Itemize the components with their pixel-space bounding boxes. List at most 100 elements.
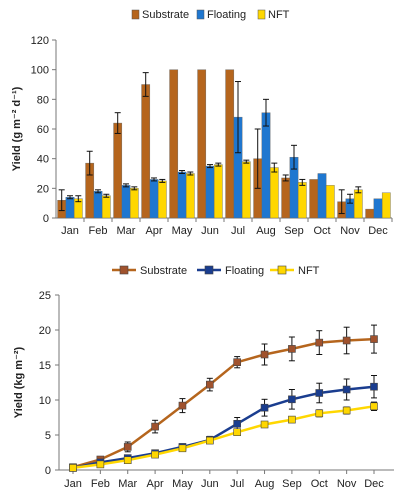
bar-substrate-mar: [113, 122, 123, 219]
bar-floating-oct: [317, 173, 327, 219]
y-tick-label: 15: [39, 360, 51, 372]
bar-floating-aug: [261, 112, 271, 219]
x-tick-label-dec: Dec: [368, 225, 388, 237]
point-floating-jul: [233, 420, 241, 428]
bar-substrate-may: [169, 69, 179, 219]
bar-nft-apr: [157, 180, 167, 219]
legend-marker-floating: [204, 265, 214, 275]
x-tick-label-sep: Sep: [282, 478, 302, 490]
y-tick-label: 40: [37, 154, 49, 166]
point-nft-feb: [96, 460, 105, 469]
x-tick-label-jun: Jun: [201, 478, 219, 490]
y-tick-label: 0: [43, 213, 49, 225]
legend-label-substrate: Substrate: [140, 265, 187, 277]
y-tick-label: 20: [39, 325, 51, 337]
bar-floating-jan: [65, 197, 75, 219]
legend-swatch-nft: [257, 9, 266, 20]
bar-substrate-dec: [365, 208, 375, 219]
x-tick-label-oct: Oct: [311, 478, 328, 490]
bar-substrate-jun: [197, 69, 207, 219]
x-tick-label-jan: Jan: [61, 225, 79, 237]
x-tick-label-oct: Oct: [313, 225, 330, 237]
point-substrate-nov: [342, 336, 351, 345]
point-nft-nov: [342, 406, 351, 415]
x-tick-label-may: May: [172, 478, 193, 490]
bar-nft-mar: [129, 188, 139, 219]
x-tick-label-dec: Dec: [364, 478, 384, 490]
bar-nft-may: [185, 173, 195, 219]
y-tick-label: 100: [31, 65, 49, 77]
x-tick-label-mar: Mar: [117, 225, 136, 237]
x-tick-label-feb: Feb: [89, 225, 108, 237]
point-substrate-jun: [206, 380, 214, 389]
point-nft-jun: [206, 436, 214, 445]
point-floating-aug: [260, 403, 269, 412]
bar-nft-oct: [325, 185, 335, 219]
bar-floating-apr: [149, 179, 159, 219]
point-nft-mar: [123, 456, 132, 464]
y-axis-title: Yield (g m⁻² d⁻¹): [11, 86, 23, 171]
bar-substrate-jul: [225, 69, 235, 219]
point-nft-aug: [260, 420, 269, 429]
bar-nft-dec: [381, 192, 391, 219]
x-tick-label-feb: Feb: [91, 478, 110, 490]
series-line-nft: [72, 405, 375, 470]
bar-nft-sep: [297, 182, 307, 219]
x-tick-label-aug: Aug: [256, 225, 276, 237]
point-substrate-aug: [260, 350, 269, 359]
point-nft-jan: [69, 464, 77, 472]
x-tick-label-mar: Mar: [118, 478, 137, 490]
bar-nft-jul: [241, 161, 251, 219]
point-floating-nov: [342, 385, 351, 394]
y-tick-label: 120: [31, 35, 49, 47]
bar-nft-jun: [213, 164, 223, 219]
y-axis-title: Yield (kg m⁻²): [13, 346, 25, 418]
point-nft-sep: [288, 415, 296, 424]
point-substrate-dec: [370, 335, 378, 343]
bar-substrate-apr: [141, 84, 151, 219]
series-line-substrate: [72, 337, 375, 469]
x-tick-label-jun: Jun: [201, 225, 219, 237]
point-floating-oct: [315, 389, 324, 397]
y-tick-label: 5: [45, 430, 51, 442]
legend-swatch-substrate: [131, 9, 140, 20]
cumulative-yield-line-chart: Substrate Floating NFT Yield (kg m⁻²) 0 5 10 15…: [13, 265, 394, 490]
point-nft-may: [178, 444, 187, 453]
x-tick-label-sep: Sep: [284, 225, 304, 237]
legend-label-nft: NFT: [268, 9, 290, 21]
y-tick-label: 60: [37, 124, 49, 136]
legend-label-floating: Floating: [207, 9, 246, 21]
point-substrate-apr: [151, 422, 159, 431]
bar-nft-feb: [101, 195, 111, 219]
y-tick-label: 10: [39, 395, 51, 407]
x-tick-label-apr: Apr: [145, 225, 162, 237]
bar-substrate-oct: [309, 179, 319, 219]
point-substrate-oct: [315, 338, 324, 347]
y-tick-label: 20: [37, 183, 49, 195]
x-tick-label-jul: Jul: [231, 225, 245, 237]
legend-label-nft: NFT: [298, 265, 320, 277]
x-tick-label-aug: Aug: [255, 478, 275, 490]
point-substrate-mar: [123, 443, 132, 451]
bar-substrate-sep: [281, 177, 291, 219]
x-tick-label-apr: Apr: [147, 478, 164, 490]
point-substrate-may: [178, 401, 187, 410]
x-tick-label-jul: Jul: [230, 478, 244, 490]
x-tick-label-may: May: [172, 225, 193, 237]
x-tick-label-jan: Jan: [64, 478, 82, 490]
bar-floating-jun: [205, 165, 215, 219]
legend-swatch-floating: [196, 9, 205, 20]
x-tick-label-nov: Nov: [337, 478, 357, 490]
y-tick-label: 80: [37, 94, 49, 106]
point-nft-oct: [315, 409, 324, 418]
point-nft-dec: [370, 402, 378, 411]
legend-label-floating: Floating: [225, 265, 264, 277]
legend-marker-substrate: [119, 265, 129, 275]
bar-nft-nov: [353, 189, 363, 219]
point-nft-apr: [151, 450, 159, 459]
point-nft-jul: [233, 428, 241, 436]
bar-floating-feb: [93, 191, 103, 219]
legend-label-substrate: Substrate: [142, 9, 189, 21]
y-tick-label: 0: [45, 465, 51, 477]
point-substrate-jul: [233, 358, 241, 366]
